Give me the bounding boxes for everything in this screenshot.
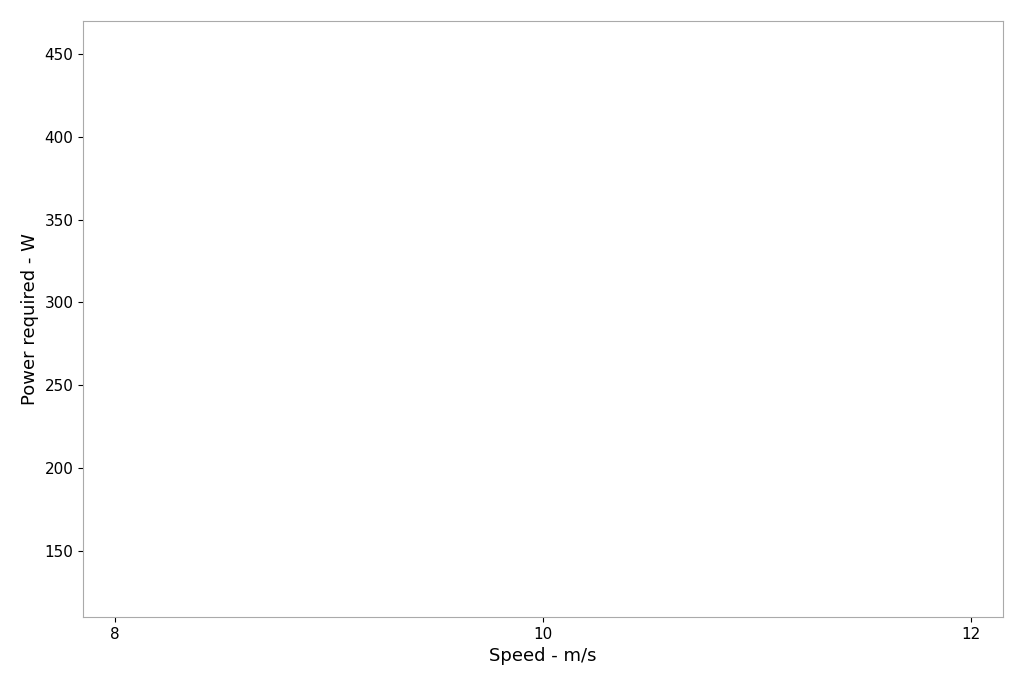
X-axis label: Speed - m/s: Speed - m/s <box>489 647 597 665</box>
Y-axis label: Power required - W: Power required - W <box>20 233 39 405</box>
